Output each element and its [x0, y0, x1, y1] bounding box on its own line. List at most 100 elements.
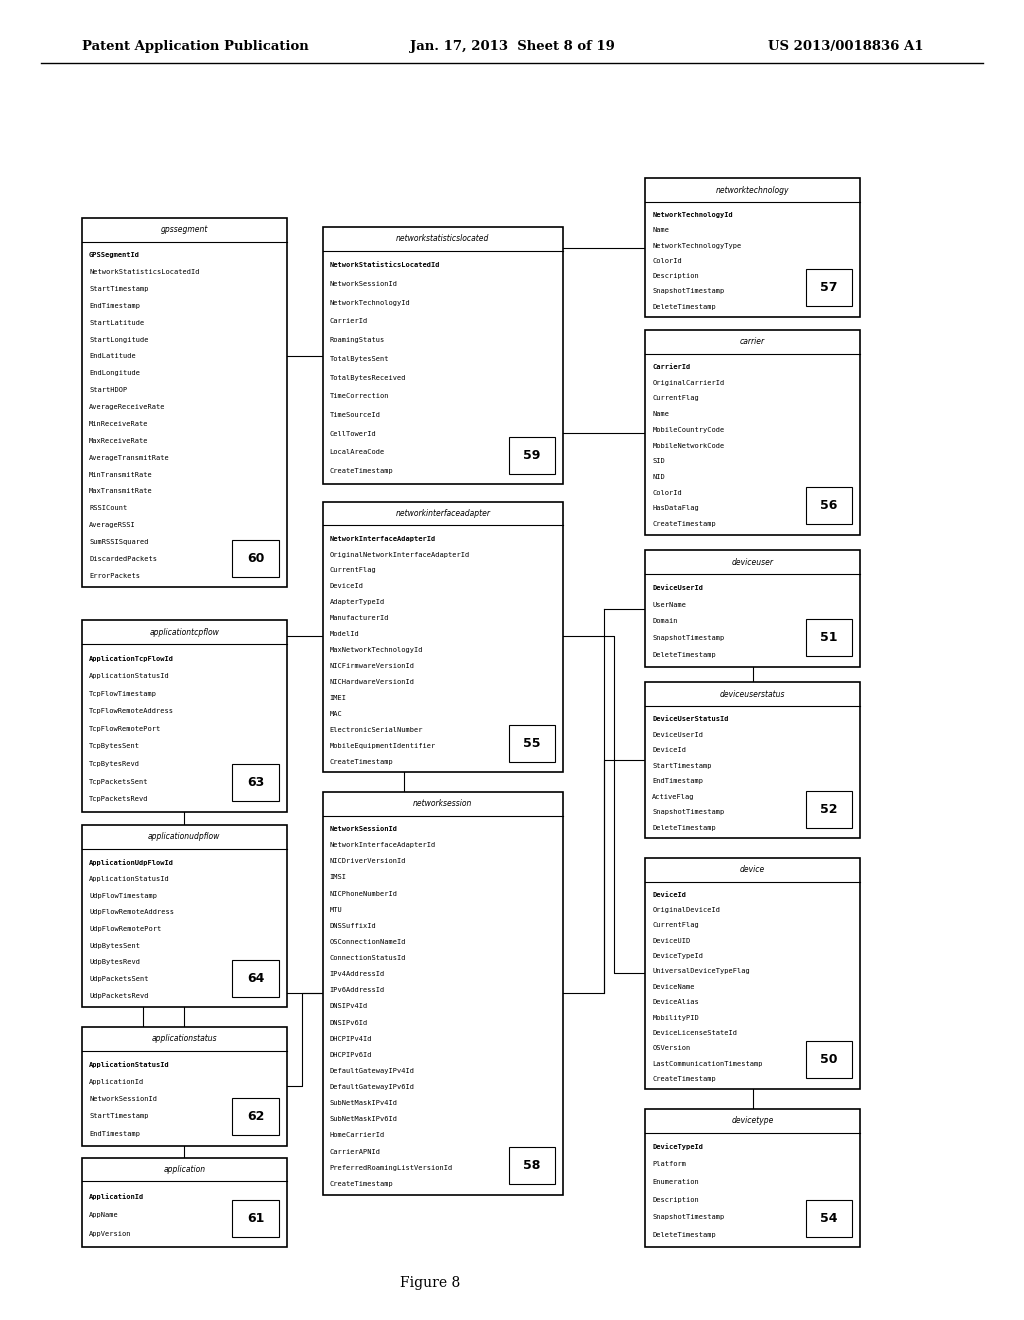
- Text: MobileNetworkCode: MobileNetworkCode: [652, 442, 725, 449]
- Text: UdpFlowRemoteAddress: UdpFlowRemoteAddress: [89, 909, 174, 915]
- Text: application: application: [163, 1166, 206, 1173]
- Bar: [82, 825, 287, 1007]
- Text: UdpBytesSent: UdpBytesSent: [89, 942, 140, 949]
- Text: CurrentFlag: CurrentFlag: [652, 396, 699, 401]
- Bar: [509, 1147, 555, 1184]
- Text: 63: 63: [247, 776, 264, 789]
- Text: OSVersion: OSVersion: [652, 1045, 690, 1051]
- Text: DefaultGatewayIPv6Id: DefaultGatewayIPv6Id: [330, 1084, 415, 1090]
- Text: ManufacturerId: ManufacturerId: [330, 615, 389, 622]
- Text: Description: Description: [652, 273, 699, 279]
- Bar: [509, 437, 555, 474]
- Text: UdpBytesRevd: UdpBytesRevd: [89, 960, 140, 965]
- Text: Patent Application Publication: Patent Application Publication: [82, 40, 308, 53]
- Text: CarrierAPNId: CarrierAPNId: [330, 1148, 381, 1155]
- Text: StartTimestamp: StartTimestamp: [652, 763, 712, 768]
- Text: DeviceId: DeviceId: [652, 892, 686, 898]
- Text: RoamingStatus: RoamingStatus: [330, 337, 385, 343]
- Text: IMEI: IMEI: [330, 694, 347, 701]
- Bar: [232, 1098, 279, 1135]
- Text: NetworkSessionId: NetworkSessionId: [330, 826, 397, 832]
- Text: SID: SID: [652, 458, 665, 465]
- Text: 59: 59: [523, 449, 541, 462]
- Text: SubNetMaskIPv6Id: SubNetMaskIPv6Id: [330, 1117, 397, 1122]
- Text: 57: 57: [820, 281, 838, 294]
- Text: NetworkSessionId: NetworkSessionId: [89, 1096, 157, 1102]
- Text: TcpBytesRevd: TcpBytesRevd: [89, 762, 140, 767]
- Text: DeviceName: DeviceName: [652, 983, 695, 990]
- Text: Description: Description: [652, 1197, 699, 1203]
- Text: CreateTimestamp: CreateTimestamp: [652, 1076, 716, 1082]
- Text: DeviceUserId: DeviceUserId: [652, 731, 703, 738]
- Text: 50: 50: [820, 1053, 838, 1067]
- Text: UdpPacketsRevd: UdpPacketsRevd: [89, 993, 148, 999]
- Text: IPv6AddressId: IPv6AddressId: [330, 987, 385, 994]
- Text: MinTransmitRate: MinTransmitRate: [89, 471, 153, 478]
- Text: SubNetMaskIPv4Id: SubNetMaskIPv4Id: [330, 1100, 397, 1106]
- Text: carrier: carrier: [740, 338, 765, 346]
- Text: NICHardwareVersionId: NICHardwareVersionId: [330, 678, 415, 685]
- Text: Name: Name: [652, 411, 670, 417]
- Text: TcpBytesSent: TcpBytesSent: [89, 743, 140, 750]
- Text: EndTimestamp: EndTimestamp: [89, 302, 140, 309]
- Text: ColorId: ColorId: [652, 490, 682, 496]
- Text: MobileCountryCode: MobileCountryCode: [652, 426, 725, 433]
- Bar: [645, 550, 860, 667]
- Text: DeviceUserStatusId: DeviceUserStatusId: [652, 717, 729, 722]
- Text: networksession: networksession: [414, 800, 472, 808]
- Text: NICFirmwareVersionId: NICFirmwareVersionId: [330, 663, 415, 669]
- Text: TotalBytesReceived: TotalBytesReceived: [330, 375, 407, 380]
- Text: ApplicationTcpFlowId: ApplicationTcpFlowId: [89, 655, 174, 661]
- Text: AppVersion: AppVersion: [89, 1230, 132, 1237]
- Text: deviceuser: deviceuser: [731, 558, 774, 566]
- Text: CreateTimestamp: CreateTimestamp: [652, 521, 716, 527]
- Bar: [645, 1109, 860, 1247]
- Text: EndLatitude: EndLatitude: [89, 354, 136, 359]
- Text: NICPhoneNumberId: NICPhoneNumberId: [330, 891, 397, 896]
- Text: MaxTransmitRate: MaxTransmitRate: [89, 488, 153, 495]
- Text: TimeCorrection: TimeCorrection: [330, 393, 389, 399]
- Bar: [82, 218, 287, 587]
- Text: DeleteTimestamp: DeleteTimestamp: [652, 652, 716, 659]
- Text: CreateTimestamp: CreateTimestamp: [330, 759, 393, 764]
- Bar: [806, 791, 852, 828]
- Text: 55: 55: [523, 737, 541, 750]
- Text: TimeSourceId: TimeSourceId: [330, 412, 381, 418]
- Text: DeviceId: DeviceId: [330, 583, 364, 589]
- Text: 58: 58: [523, 1159, 541, 1172]
- Text: NetworkTechnologyType: NetworkTechnologyType: [652, 243, 741, 248]
- Text: Platform: Platform: [652, 1162, 686, 1167]
- Text: Domain: Domain: [652, 619, 678, 624]
- Text: ApplicationStatusId: ApplicationStatusId: [89, 1061, 170, 1068]
- Text: DeleteTimestamp: DeleteTimestamp: [652, 304, 716, 310]
- Bar: [645, 858, 860, 1089]
- Text: ConnectionStatusId: ConnectionStatusId: [330, 956, 407, 961]
- Text: NetworkSessionId: NetworkSessionId: [330, 281, 397, 288]
- Text: 60: 60: [247, 552, 264, 565]
- Text: DNSIPv6Id: DNSIPv6Id: [330, 1019, 368, 1026]
- Text: CreateTimestamp: CreateTimestamp: [330, 469, 393, 474]
- Text: MAC: MAC: [330, 710, 342, 717]
- Text: MinReceiveRate: MinReceiveRate: [89, 421, 148, 426]
- Text: DiscardedPackets: DiscardedPackets: [89, 556, 157, 562]
- Text: SnapshotTimestamp: SnapshotTimestamp: [652, 1214, 725, 1221]
- Text: DeviceAlias: DeviceAlias: [652, 999, 699, 1005]
- Text: HasDataFlag: HasDataFlag: [652, 506, 699, 511]
- Text: DHCPIPv4Id: DHCPIPv4Id: [330, 1036, 373, 1041]
- Text: EndTimestamp: EndTimestamp: [89, 1131, 140, 1137]
- Text: OriginalDeviceId: OriginalDeviceId: [652, 907, 720, 913]
- Text: StartTimestamp: StartTimestamp: [89, 286, 148, 292]
- Text: NetworkStatisticsLocatedId: NetworkStatisticsLocatedId: [89, 269, 200, 275]
- Text: 62: 62: [247, 1110, 264, 1123]
- Text: deviceuserstatus: deviceuserstatus: [720, 690, 785, 698]
- Text: Figure 8: Figure 8: [400, 1276, 460, 1290]
- Text: networkinterfaceadapter: networkinterfaceadapter: [395, 510, 490, 517]
- Text: TcpPacketsRevd: TcpPacketsRevd: [89, 796, 148, 803]
- Text: IPv4AddressId: IPv4AddressId: [330, 972, 385, 977]
- Text: DeviceUserId: DeviceUserId: [652, 585, 703, 591]
- Text: TcpFlowRemotePort: TcpFlowRemotePort: [89, 726, 162, 731]
- Text: TcpFlowRemoteAddress: TcpFlowRemoteAddress: [89, 709, 174, 714]
- Text: UserName: UserName: [652, 602, 686, 607]
- Text: CurrentFlag: CurrentFlag: [330, 568, 377, 573]
- Text: 61: 61: [247, 1212, 264, 1225]
